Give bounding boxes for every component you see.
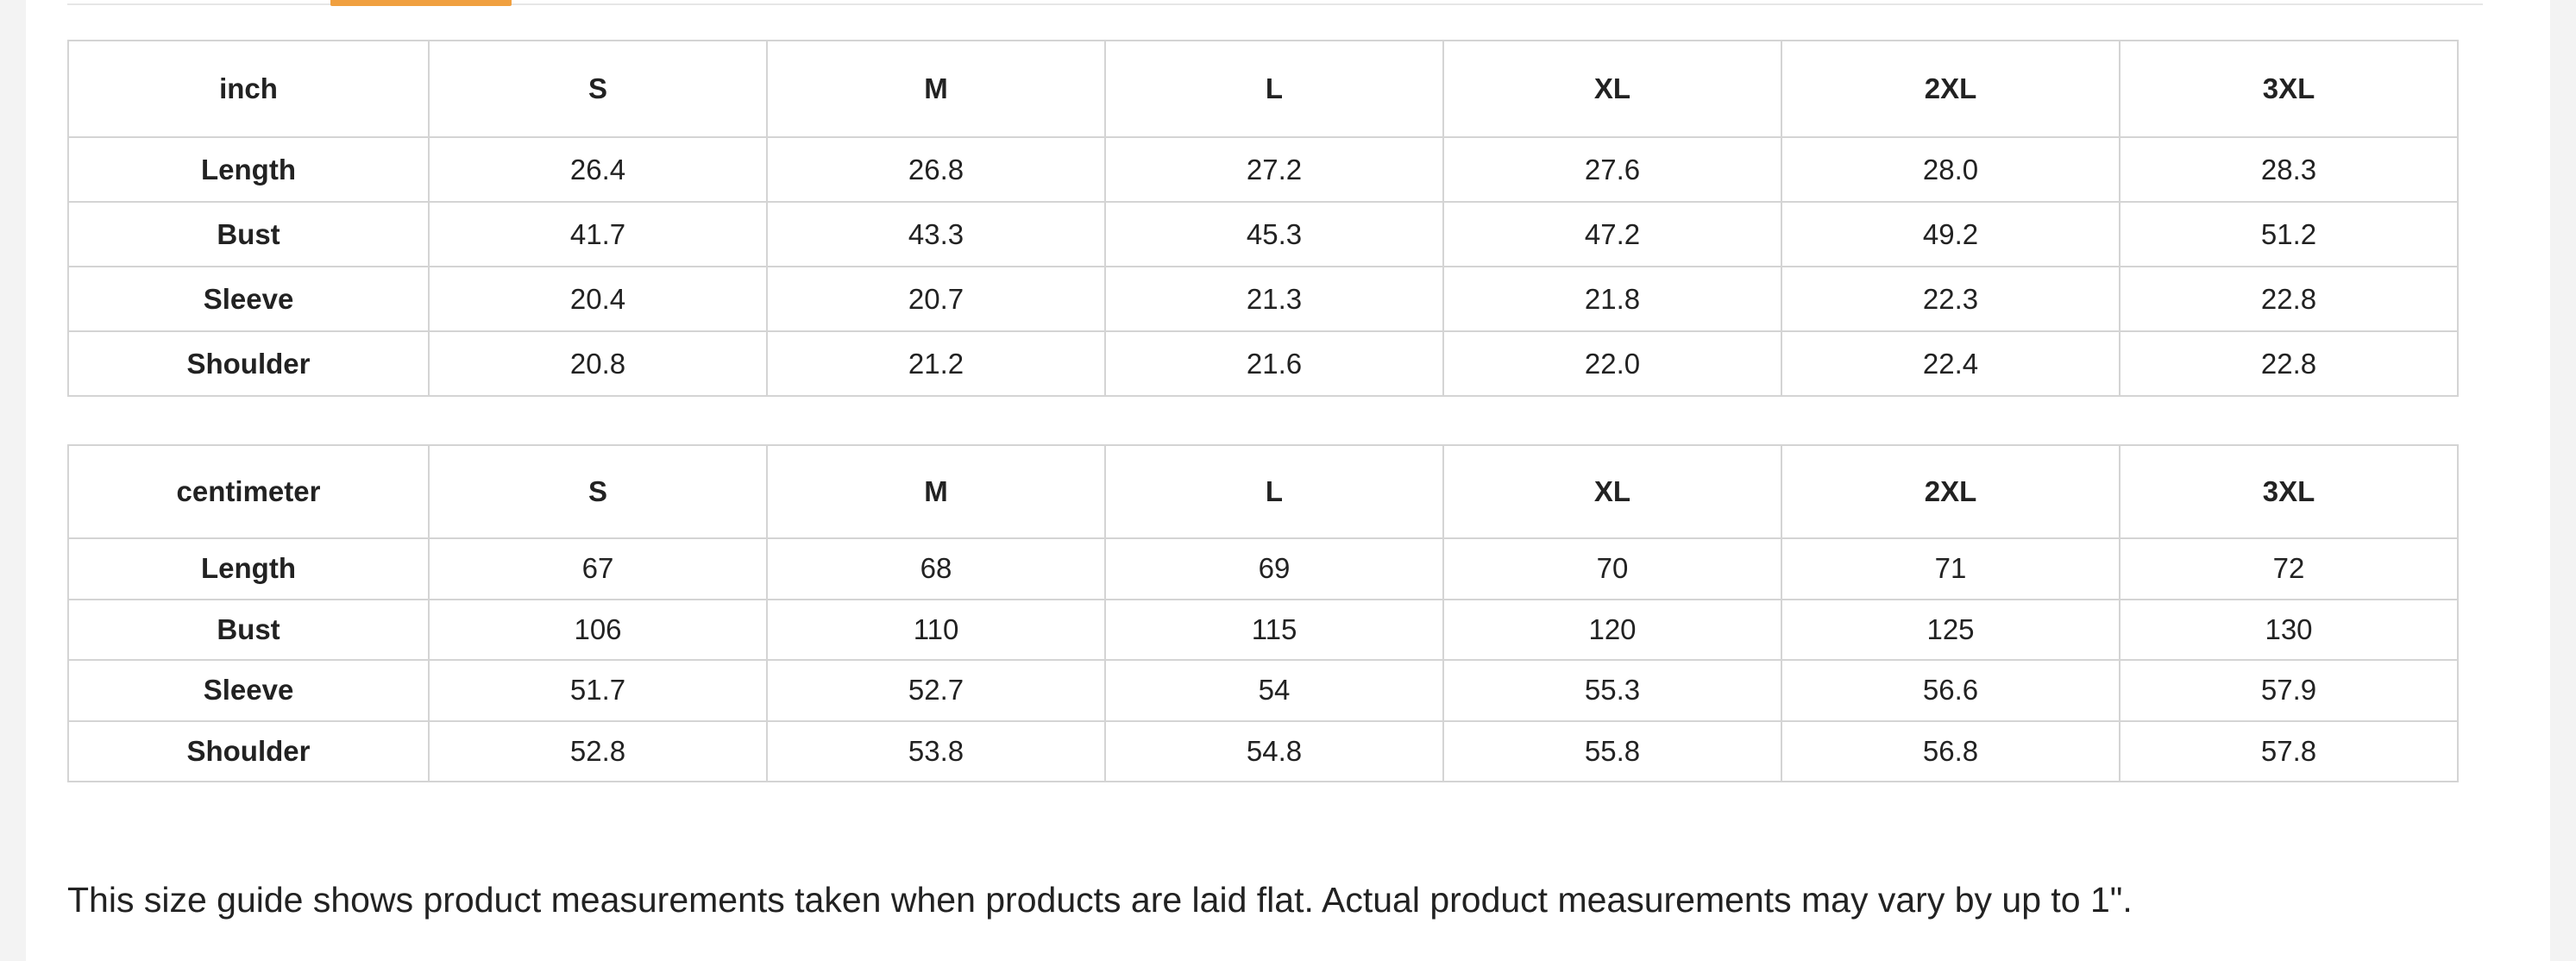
table-cell: 57.8 bbox=[2119, 719, 2459, 782]
size-header: XL bbox=[1442, 444, 1782, 539]
size-header: 3XL bbox=[2119, 444, 2459, 539]
row-label: Length bbox=[67, 136, 430, 203]
table-cell: 57.9 bbox=[2119, 659, 2459, 722]
table-cell: 27.2 bbox=[1104, 136, 1444, 203]
table-cell: 22.8 bbox=[2119, 330, 2459, 397]
table-cell: 28.3 bbox=[2119, 136, 2459, 203]
table-cell: 56.6 bbox=[1781, 659, 2120, 722]
table-cell: 52.8 bbox=[428, 719, 768, 782]
table-row: Sleeve 20.4 20.7 21.3 21.8 22.3 22.8 bbox=[67, 266, 2459, 332]
table-header-row: inch S M L XL 2XL 3XL bbox=[67, 40, 2459, 138]
unit-header: centimeter bbox=[67, 444, 430, 539]
table-cell: 55.3 bbox=[1442, 659, 1782, 722]
size-header: M bbox=[766, 444, 1106, 539]
table-cell: 53.8 bbox=[766, 719, 1106, 782]
table-cell: 22.4 bbox=[1781, 330, 2120, 397]
table-row: Shoulder 20.8 21.2 21.6 22.0 22.4 22.8 bbox=[67, 330, 2459, 397]
size-header: L bbox=[1104, 444, 1444, 539]
table-cell: 21.2 bbox=[766, 330, 1106, 397]
row-label: Length bbox=[67, 537, 430, 600]
table-cell: 41.7 bbox=[428, 201, 768, 267]
table-cell: 22.0 bbox=[1442, 330, 1782, 397]
size-header: L bbox=[1104, 40, 1444, 138]
table-cell: 20.8 bbox=[428, 330, 768, 397]
size-header: 2XL bbox=[1781, 444, 2120, 539]
table-cell: 28.0 bbox=[1781, 136, 2120, 203]
table-cell: 56.8 bbox=[1781, 719, 2120, 782]
table-cell: 49.2 bbox=[1781, 201, 2120, 267]
table-cell: 26.4 bbox=[428, 136, 768, 203]
table-cell: 120 bbox=[1442, 598, 1782, 661]
size-header: M bbox=[766, 40, 1106, 138]
table-cell: 21.8 bbox=[1442, 266, 1782, 332]
row-label: Sleeve bbox=[67, 659, 430, 722]
table-cell: 22.3 bbox=[1781, 266, 2120, 332]
unit-header: inch bbox=[67, 40, 430, 138]
table-row: Bust 106 110 115 120 125 130 bbox=[67, 598, 2459, 661]
table-row: Length 26.4 26.8 27.2 27.6 28.0 28.3 bbox=[67, 136, 2459, 203]
size-guide-note: This size guide shows product measuremen… bbox=[67, 880, 2133, 920]
table-row: Bust 41.7 43.3 45.3 47.2 49.2 51.2 bbox=[67, 201, 2459, 267]
table-row: Sleeve 51.7 52.7 54 55.3 56.6 57.9 bbox=[67, 659, 2459, 722]
table-cell: 67 bbox=[428, 537, 768, 600]
table-cell: 125 bbox=[1781, 598, 2120, 661]
table-cell: 54.8 bbox=[1104, 719, 1444, 782]
table-header-row: centimeter S M L XL 2XL 3XL bbox=[67, 444, 2459, 539]
inch-size-table: inch S M L XL 2XL 3XL Length 26.4 26.8 2… bbox=[67, 40, 2459, 397]
table-cell: 130 bbox=[2119, 598, 2459, 661]
tab-active-indicator[interactable] bbox=[330, 0, 512, 6]
table-cell: 43.3 bbox=[766, 201, 1106, 267]
table-row: Length 67 68 69 70 71 72 bbox=[67, 537, 2459, 600]
table-row: Shoulder 52.8 53.8 54.8 55.8 56.8 57.8 bbox=[67, 719, 2459, 782]
table-cell: 54 bbox=[1104, 659, 1444, 722]
row-label: Bust bbox=[67, 598, 430, 661]
table-cell: 115 bbox=[1104, 598, 1444, 661]
size-header: XL bbox=[1442, 40, 1782, 138]
table-cell: 70 bbox=[1442, 537, 1782, 600]
size-header: 3XL bbox=[2119, 40, 2459, 138]
row-label: Sleeve bbox=[67, 266, 430, 332]
table-cell: 51.2 bbox=[2119, 201, 2459, 267]
centimeter-size-table: centimeter S M L XL 2XL 3XL Length 67 68… bbox=[67, 444, 2459, 782]
table-cell: 21.6 bbox=[1104, 330, 1444, 397]
table-cell: 26.8 bbox=[766, 136, 1106, 203]
table-cell: 110 bbox=[766, 598, 1106, 661]
table-cell: 69 bbox=[1104, 537, 1444, 600]
table-cell: 21.3 bbox=[1104, 266, 1444, 332]
table-cell: 27.6 bbox=[1442, 136, 1782, 203]
table-cell: 20.7 bbox=[766, 266, 1106, 332]
table-cell: 51.7 bbox=[428, 659, 768, 722]
table-cell: 106 bbox=[428, 598, 768, 661]
table-cell: 22.8 bbox=[2119, 266, 2459, 332]
row-label: Shoulder bbox=[67, 330, 430, 397]
row-label: Shoulder bbox=[67, 719, 430, 782]
size-header: S bbox=[428, 40, 768, 138]
table-cell: 71 bbox=[1781, 537, 2120, 600]
tab-bar-divider bbox=[67, 3, 2483, 5]
table-cell: 45.3 bbox=[1104, 201, 1444, 267]
table-cell: 72 bbox=[2119, 537, 2459, 600]
row-label: Bust bbox=[67, 201, 430, 267]
table-cell: 20.4 bbox=[428, 266, 768, 332]
table-cell: 68 bbox=[766, 537, 1106, 600]
table-cell: 55.8 bbox=[1442, 719, 1782, 782]
table-cell: 47.2 bbox=[1442, 201, 1782, 267]
size-header: S bbox=[428, 444, 768, 539]
size-header: 2XL bbox=[1781, 40, 2120, 138]
table-cell: 52.7 bbox=[766, 659, 1106, 722]
